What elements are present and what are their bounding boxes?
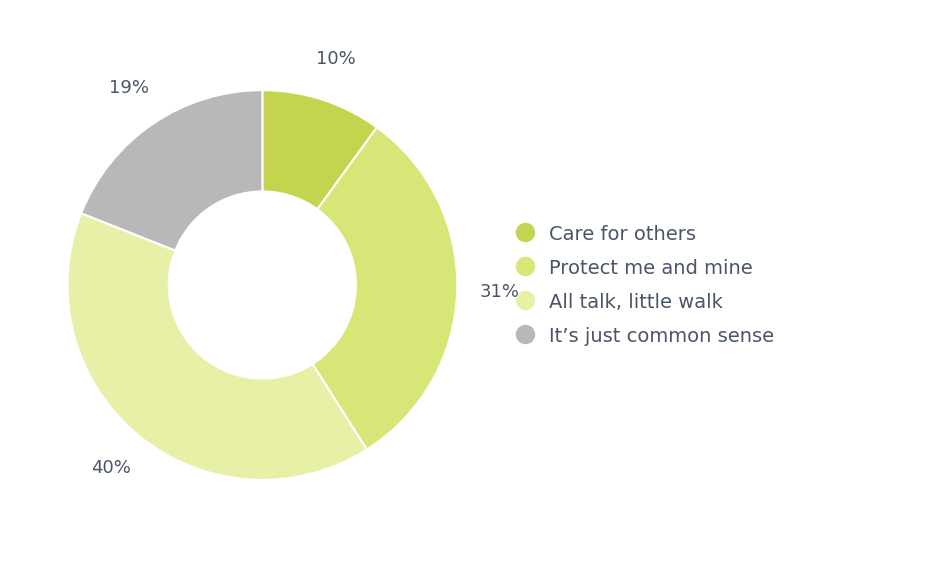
Wedge shape <box>81 90 262 251</box>
Wedge shape <box>262 90 376 209</box>
Wedge shape <box>312 127 457 450</box>
Text: 31%: 31% <box>479 283 519 302</box>
Wedge shape <box>67 213 366 480</box>
Text: 19%: 19% <box>109 79 149 97</box>
Text: 10%: 10% <box>315 50 356 68</box>
Text: 40%: 40% <box>91 459 131 477</box>
Legend: Care for others, Protect me and mine, All talk, little walk, It’s just common se: Care for others, Protect me and mine, Al… <box>515 225 773 345</box>
